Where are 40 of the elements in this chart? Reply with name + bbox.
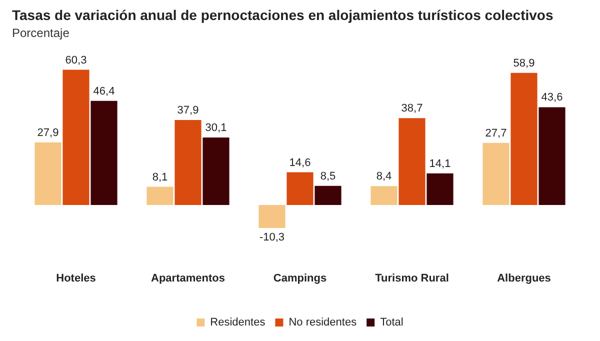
data-label: 14,1	[429, 158, 451, 170]
legend-label: No residentes	[288, 316, 358, 329]
data-label: 37,9	[177, 104, 199, 117]
bar	[482, 142, 510, 205]
bar	[510, 72, 538, 205]
x-tick-label: Turismo Rural	[375, 272, 449, 284]
data-label: 30,1	[205, 122, 227, 134]
data-label: 8,5	[320, 170, 336, 182]
data-label: 27,9	[37, 126, 59, 139]
bar	[286, 172, 314, 205]
bar	[314, 186, 342, 205]
bar	[370, 186, 398, 205]
data-label: 8,1	[152, 171, 168, 184]
legend-label: Residentes	[210, 316, 266, 329]
bar	[34, 142, 62, 205]
chart-title: Tasas de variación anual de pernoctaciones en alojamientos turísticos colectivos	[12, 7, 554, 23]
x-tick-label: Apartamentos	[151, 272, 225, 284]
bar	[398, 118, 426, 205]
bar	[146, 186, 174, 205]
bar	[258, 204, 286, 228]
bar	[202, 137, 230, 205]
data-label: 46,4	[93, 85, 115, 98]
bar	[426, 173, 454, 205]
bar	[174, 120, 202, 205]
data-label: 43,6	[541, 92, 563, 104]
data-label: 38,7	[401, 102, 423, 115]
data-label: -10,3	[259, 232, 285, 244]
bar	[62, 70, 90, 205]
bar	[538, 107, 566, 205]
data-label: 58,9	[513, 57, 535, 70]
x-tick-label: Hoteles	[56, 272, 96, 284]
x-tick-label: Albergues	[497, 272, 551, 284]
chart-subtitle: Porcentaje	[12, 26, 70, 40]
legend-label: Total	[380, 316, 404, 329]
data-label: 60,3	[65, 54, 87, 66]
data-label: 27,7	[485, 127, 507, 140]
bar	[90, 100, 118, 205]
data-label: 8,4	[376, 170, 392, 183]
x-tick-label: Campings	[273, 272, 327, 284]
data-label: 14,6	[289, 156, 311, 169]
